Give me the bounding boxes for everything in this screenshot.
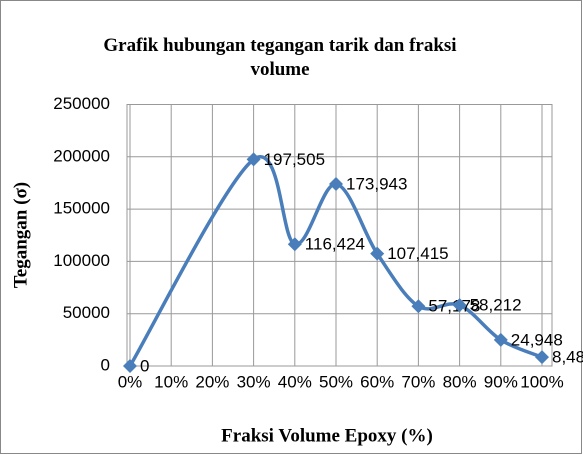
plot-border [126,104,553,367]
x-axis-label: Fraksi Volume Epoxy (%) [221,425,433,446]
data-label: 24,948 [511,330,563,349]
x-tick-label: 40% [278,372,312,391]
data-label: 107,415 [387,244,448,263]
x-tick-label: 100% [520,372,563,391]
y-tick-label: 150000 [53,199,110,218]
x-tick-label: 20% [195,372,229,391]
data-label: 0 [140,356,149,375]
x-tick-label: 50% [319,372,353,391]
y-tick-label: 50000 [63,303,110,322]
y-tick-label: 200000 [53,146,110,165]
data-label: 173,943 [346,175,407,194]
marker [493,332,508,347]
x-tick-label: 0% [118,372,143,391]
data-label: 58,212 [470,296,522,315]
data-label: 197,505 [264,150,325,169]
x-tick-label: 90% [484,372,518,391]
marker [411,299,426,314]
marker [329,177,343,192]
marker [370,246,385,261]
marker [452,298,467,313]
x-tick-label: 80% [443,372,477,391]
x-tick-label: 30% [237,372,271,391]
marker [123,359,137,373]
marker [246,152,261,167]
y-tick-label: 250000 [53,94,110,113]
marker [287,237,302,252]
x-tick-label: 10% [154,372,188,391]
marker [535,350,549,365]
line [128,155,543,367]
chart-title: Grafik hubungan tegangan tarik dan fraks… [103,35,457,80]
y-axis-label: Tegangan (σ) [10,182,31,288]
data-label: 8,489 [552,348,583,367]
x-tick-label: 60% [360,372,394,391]
y-tick-label: 0 [101,355,110,374]
x-tick-label: 70% [401,372,435,391]
data-label: 116,424 [305,235,365,254]
y-tick-label: 100000 [53,251,110,270]
